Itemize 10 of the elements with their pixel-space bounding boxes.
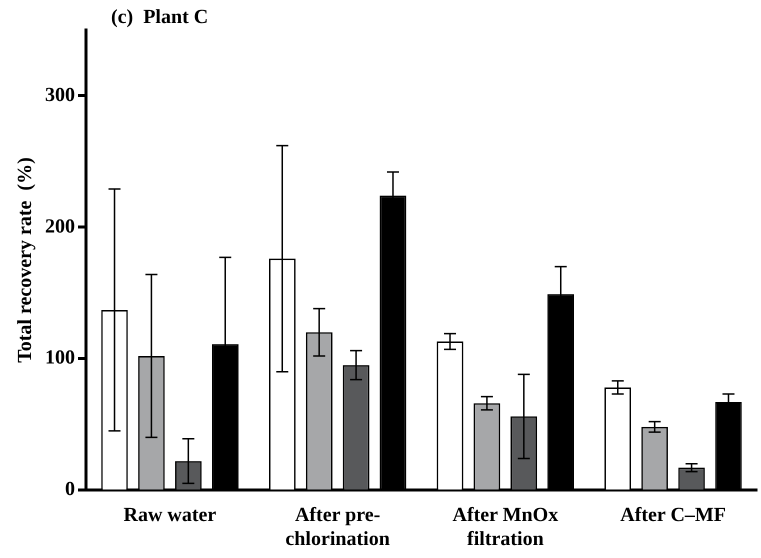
x-tick-label: Raw water — [124, 504, 216, 526]
y-tick-label: 0 — [65, 478, 75, 500]
y-tick-label: 200 — [45, 215, 75, 238]
y-tick-label: 300 — [45, 84, 75, 106]
y-tick-label: 100 — [45, 346, 75, 369]
y-axis-title: Total recovery rate (%) — [14, 157, 36, 363]
x-tick-label: After pre- chlorination — [285, 504, 390, 550]
x-tick-label: After C–MF — [620, 504, 726, 526]
chart-title: (c) Plant C — [111, 6, 208, 28]
x-tick-label: After MnOx filtration — [452, 504, 558, 550]
